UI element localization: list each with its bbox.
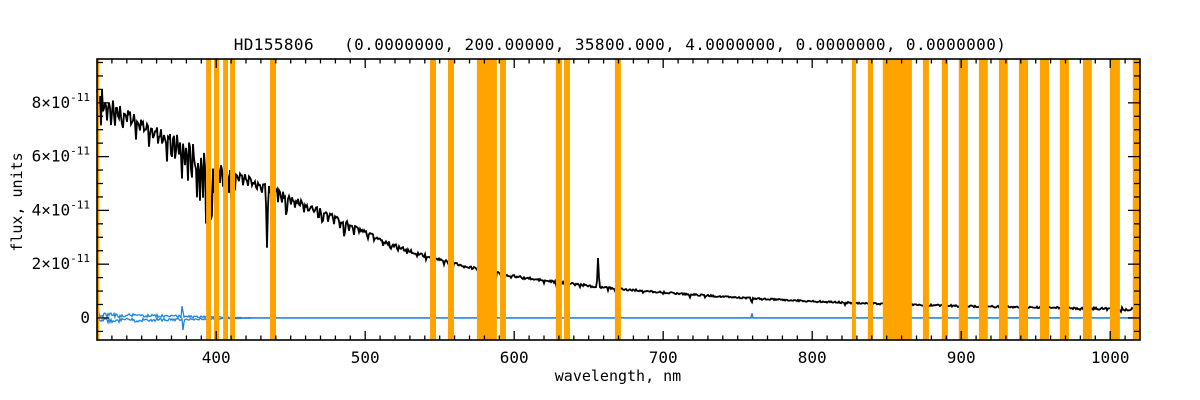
tick-labels-layer: 400 500 600 700 800 900 1000 0 2×10-11 4×10-11 6×1… xyxy=(32,91,1130,367)
mask-band xyxy=(978,59,988,340)
x-tick-label: 400 xyxy=(202,348,231,367)
mask-band xyxy=(1082,59,1092,340)
y-tick-label: 8×10-11 xyxy=(32,91,90,112)
mask-band xyxy=(1059,59,1069,340)
mask-band xyxy=(206,59,211,340)
x-tick-label: 900 xyxy=(947,348,976,367)
mask-band xyxy=(941,59,948,340)
mask-band xyxy=(852,59,856,340)
mask-band xyxy=(230,59,235,340)
y-tick-label: 2×10-11 xyxy=(32,252,90,273)
x-tick-label: 600 xyxy=(500,348,529,367)
mask-band xyxy=(564,59,570,340)
mask-band xyxy=(922,59,929,340)
mask-band xyxy=(97,59,100,340)
mask-band xyxy=(614,59,621,340)
mask-band xyxy=(998,59,1008,340)
x-axis-label: wavelength, nm xyxy=(555,367,681,385)
mask-band xyxy=(958,59,968,340)
mask-band xyxy=(1132,59,1140,340)
mask-band xyxy=(499,59,506,340)
x-tick-label: 500 xyxy=(351,348,380,367)
masked-regions-layer xyxy=(97,59,1140,340)
mask-band xyxy=(223,59,228,340)
mask-band xyxy=(430,59,436,340)
chart-title: HD155806 (0.0000000, 200.00000, 35800.00… xyxy=(234,35,1007,54)
mask-band xyxy=(1018,59,1028,340)
y-tick-label: 6×10-11 xyxy=(32,145,90,166)
x-tick-label: 800 xyxy=(798,348,827,367)
mask-band xyxy=(882,59,912,340)
mask-band xyxy=(555,59,562,340)
x-tick-label: 700 xyxy=(649,348,678,367)
y-tick-label: 0 xyxy=(80,308,90,327)
x-tick-label: 1000 xyxy=(1091,348,1130,367)
y-axis-label: flux, units xyxy=(8,152,26,251)
mask-band xyxy=(1039,59,1049,340)
mask-band xyxy=(448,59,454,340)
y-tick-label: 4×10-11 xyxy=(32,198,90,219)
mask-band xyxy=(214,59,220,340)
mask-band xyxy=(270,59,276,340)
mask-band xyxy=(476,59,497,340)
mask-band xyxy=(1109,59,1120,340)
mask-band xyxy=(867,59,873,340)
axis-ticks-layer xyxy=(97,59,1140,340)
